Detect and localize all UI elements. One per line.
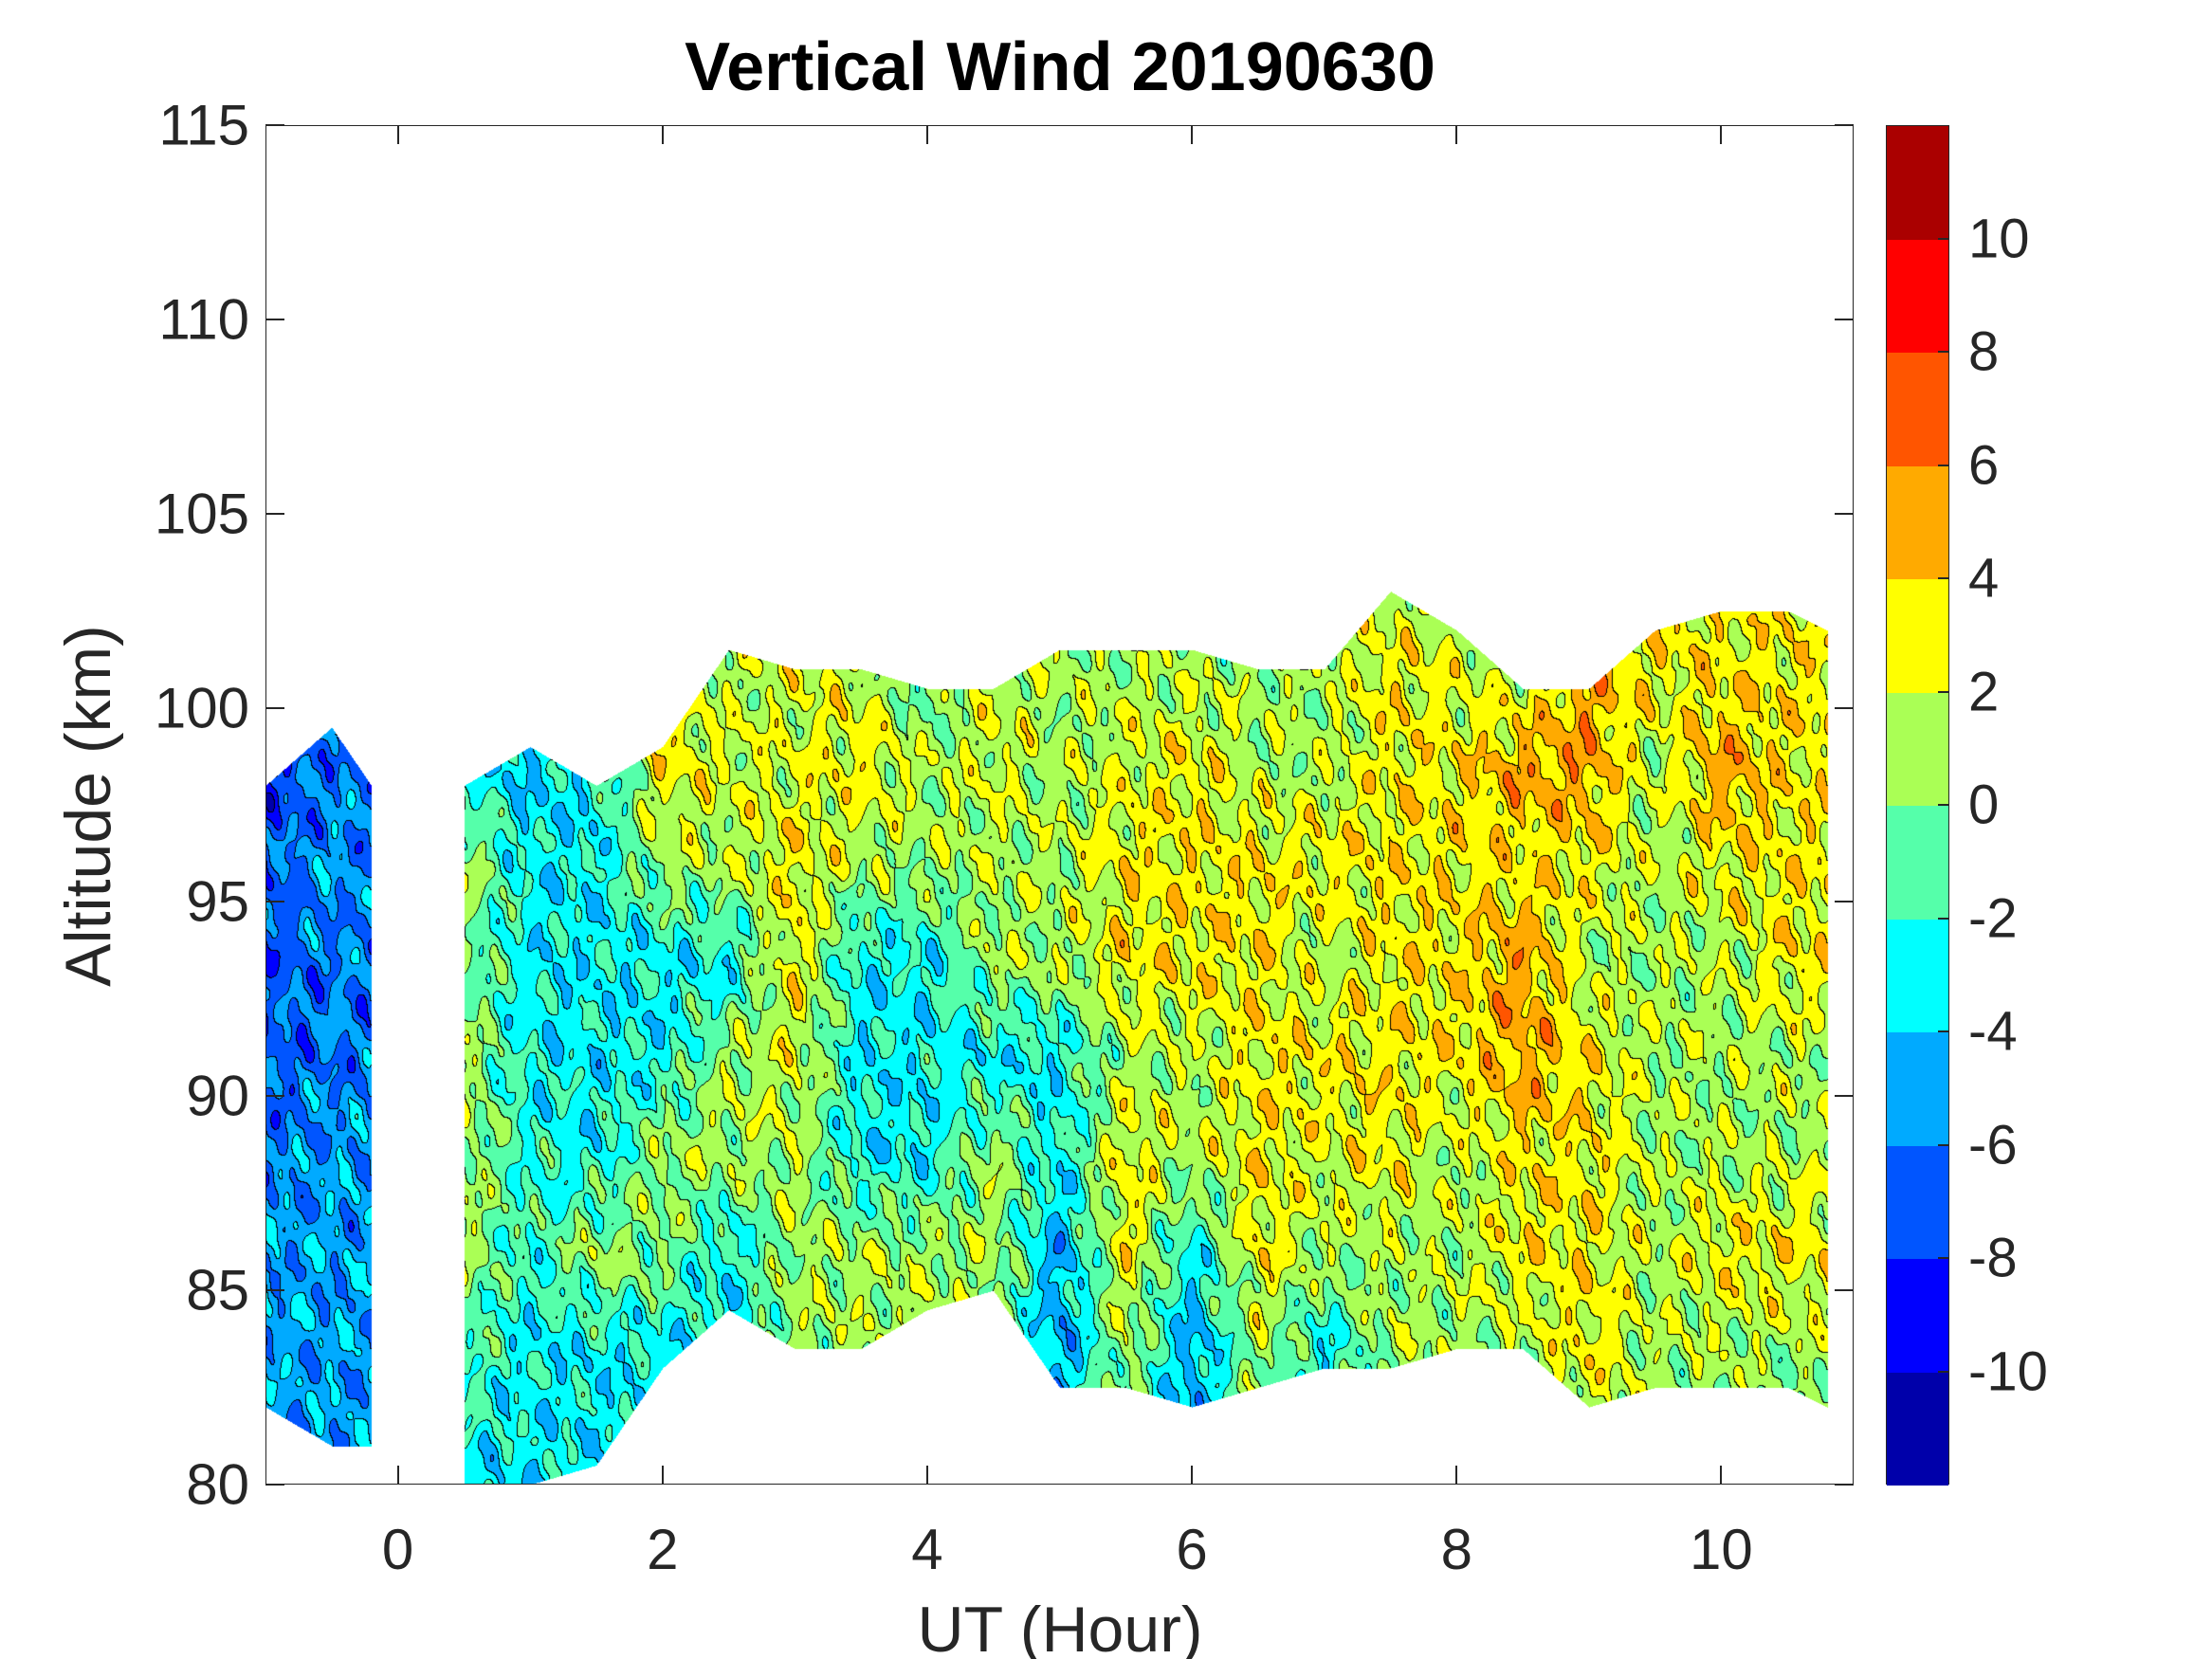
colorbar-tick [1938, 917, 1949, 920]
plot-area [265, 125, 1854, 1485]
chart-title: Vertical Wind 20190630 [685, 29, 1435, 105]
colorbar-segment [1887, 239, 1948, 353]
colorbar-tick [1938, 237, 1949, 240]
x-tick-label: 4 [911, 1518, 943, 1581]
x-axis-label: UT (Hour) [917, 1594, 1203, 1659]
colorbar-tick [1938, 1257, 1949, 1259]
colorbar-segment [1887, 126, 1948, 240]
x-tick-bottom [1191, 1466, 1194, 1485]
y-tick-right [1835, 901, 1854, 903]
x-tick-label: 2 [647, 1518, 679, 1581]
colorbar-tick-label: -4 [1968, 1000, 2018, 1063]
colorbar-tick-label: 2 [1968, 661, 2000, 722]
x-tick-label: 8 [1440, 1518, 1472, 1581]
y-tick-left [265, 1289, 284, 1292]
colorbar-segment [1887, 806, 1948, 920]
y-tick-right [1835, 1289, 1854, 1292]
y-tick-right [1835, 1095, 1854, 1098]
y-tick-right [1835, 1484, 1854, 1486]
x-tick-top [1720, 125, 1723, 144]
colorbar-tick [1938, 1143, 1949, 1146]
colorbar-tick [1938, 577, 1949, 579]
colorbar-segment [1887, 1259, 1948, 1373]
y-tick-right [1835, 318, 1854, 320]
colorbar-tick-label: 8 [1968, 320, 2000, 383]
y-tick-left [265, 1484, 284, 1486]
y-tick-left [265, 318, 284, 320]
contour-field [265, 125, 1854, 1485]
colorbar-tick-label: 0 [1968, 774, 2000, 836]
y-tick-left [265, 706, 284, 709]
colorbar-segment [1887, 1145, 1948, 1259]
x-tick-label: 10 [1690, 1518, 1753, 1581]
y-tick-label: 95 [186, 869, 249, 934]
colorbar-segment [1887, 353, 1948, 466]
x-tick-bottom [396, 1466, 399, 1485]
y-tick-label: 85 [186, 1258, 249, 1322]
y-tick-right [1835, 706, 1854, 709]
y-tick-label: 100 [154, 676, 249, 740]
colorbar-tick-label: -8 [1968, 1227, 2018, 1289]
y-tick-label: 115 [158, 93, 249, 157]
colorbar-tick [1938, 804, 1949, 806]
x-tick-top [396, 125, 399, 144]
x-tick-top [1455, 125, 1458, 144]
colorbar-tick [1938, 464, 1949, 466]
x-tick-top [1191, 125, 1194, 144]
colorbar-tick-label: 10 [1968, 208, 2030, 269]
colorbar-tick-label: -10 [1968, 1340, 2048, 1402]
colorbar-segment [1887, 1032, 1948, 1146]
colorbar-tick-label: 6 [1968, 434, 2000, 496]
colorbar-tick [1938, 690, 1949, 693]
colorbar-segment [1887, 1372, 1948, 1486]
x-tick-top [661, 125, 664, 144]
axes-frame [265, 125, 1854, 1485]
colorbar-segment [1887, 579, 1948, 693]
colorbar-tick-label: 4 [1968, 547, 2000, 610]
y-tick-label: 105 [154, 482, 249, 546]
x-tick-label: 0 [381, 1518, 414, 1581]
x-tick-top [925, 125, 928, 144]
colorbar-segment [1887, 465, 1948, 579]
y-tick-left [265, 512, 284, 515]
colorbar-tick [1938, 1370, 1949, 1373]
y-axis-label: Altitude (km) [52, 625, 124, 987]
colorbar-tick-label: -6 [1968, 1114, 2018, 1176]
x-tick-bottom [925, 1466, 928, 1485]
colorbar-segment [1887, 919, 1948, 1032]
y-tick-right [1835, 124, 1854, 126]
colorbar-tick [1938, 1030, 1949, 1032]
y-tick-left [265, 901, 284, 903]
y-tick-label: 110 [158, 287, 249, 352]
y-tick-label: 90 [186, 1064, 249, 1128]
colorbar [1886, 125, 1949, 1486]
colorbar-tick-label: -2 [1968, 887, 2018, 949]
colorbar-tick [1938, 351, 1949, 353]
x-tick-label: 6 [1176, 1518, 1208, 1581]
x-tick-bottom [1720, 1466, 1723, 1485]
x-tick-bottom [661, 1466, 664, 1485]
y-tick-right [1835, 512, 1854, 515]
y-tick-left [265, 1095, 284, 1098]
colorbar-segment [1887, 692, 1948, 806]
y-tick-label: 80 [186, 1452, 249, 1517]
y-tick-left [265, 124, 284, 126]
x-tick-bottom [1455, 1466, 1458, 1485]
